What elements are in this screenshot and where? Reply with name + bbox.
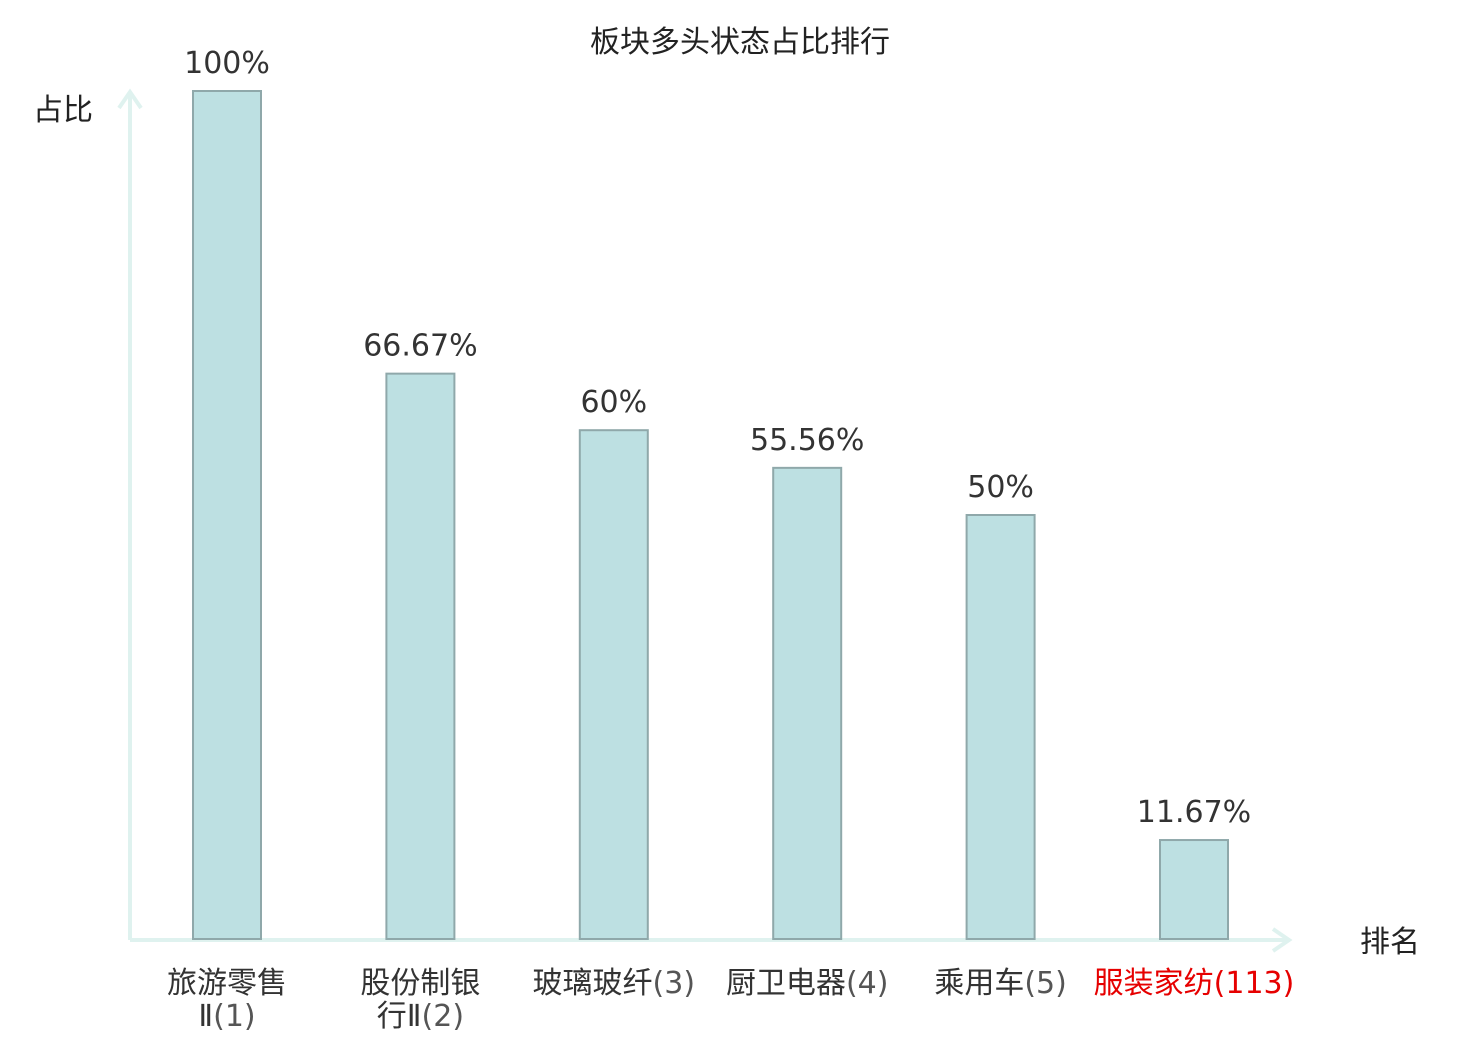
category-name: 乘用车(5) xyxy=(934,966,1067,1001)
bar xyxy=(578,429,649,940)
category-name: 厨卫电器(4) xyxy=(726,966,889,1001)
bar-value-label: 60% xyxy=(580,385,647,420)
category-name: 旅游零售 xyxy=(167,966,287,1001)
x-axis xyxy=(130,927,1293,953)
x-axis-arrow-icon xyxy=(1271,927,1293,953)
category-label: 服装家纺(113) xyxy=(1094,966,1295,1001)
bar xyxy=(1159,839,1229,940)
category-name-cont: Ⅱ(1) xyxy=(198,999,255,1034)
category-rank: (4) xyxy=(846,966,889,1001)
chart-title: 板块多头状态占比排行 xyxy=(590,25,890,60)
category-rank: (5) xyxy=(1024,966,1067,1001)
bar-value-label: 11.67% xyxy=(1137,795,1251,830)
bar-value-label: 50% xyxy=(967,470,1034,505)
bar-value-label: 100% xyxy=(184,46,270,81)
value-labels-group: 100% 66.67% 60% 55.56% 50% 11.67% xyxy=(184,46,1251,830)
category-name: 股份制银 xyxy=(360,966,480,1001)
bar xyxy=(385,372,456,940)
category-name: 玻璃玻纤(3) xyxy=(533,966,696,1001)
bar xyxy=(772,466,843,940)
category-label: 厨卫电器(4) xyxy=(726,966,889,1001)
bar-value-label: 55.56% xyxy=(750,423,864,458)
category-label: 乘用车(5) xyxy=(934,966,1067,1001)
y-axis-label: 占比 xyxy=(33,93,93,128)
category-rank: (113) xyxy=(1214,966,1295,1001)
category-rank: (1) xyxy=(213,999,256,1034)
y-axis xyxy=(117,88,143,940)
category-label: 玻璃玻纤(3) xyxy=(533,966,696,1001)
bar-value-label: 66.67% xyxy=(363,329,477,364)
category-name: 服装家纺(113) xyxy=(1094,966,1295,1001)
bar xyxy=(965,514,1036,940)
x-axis-label: 排名 xyxy=(1360,925,1420,960)
y-axis-arrow-icon xyxy=(117,88,143,110)
category-rank: (2) xyxy=(422,999,465,1034)
bar xyxy=(192,90,262,940)
bars-group xyxy=(192,90,1229,940)
category-rank: (3) xyxy=(653,966,696,1001)
category-name-cont: 行Ⅱ(2) xyxy=(377,999,464,1034)
